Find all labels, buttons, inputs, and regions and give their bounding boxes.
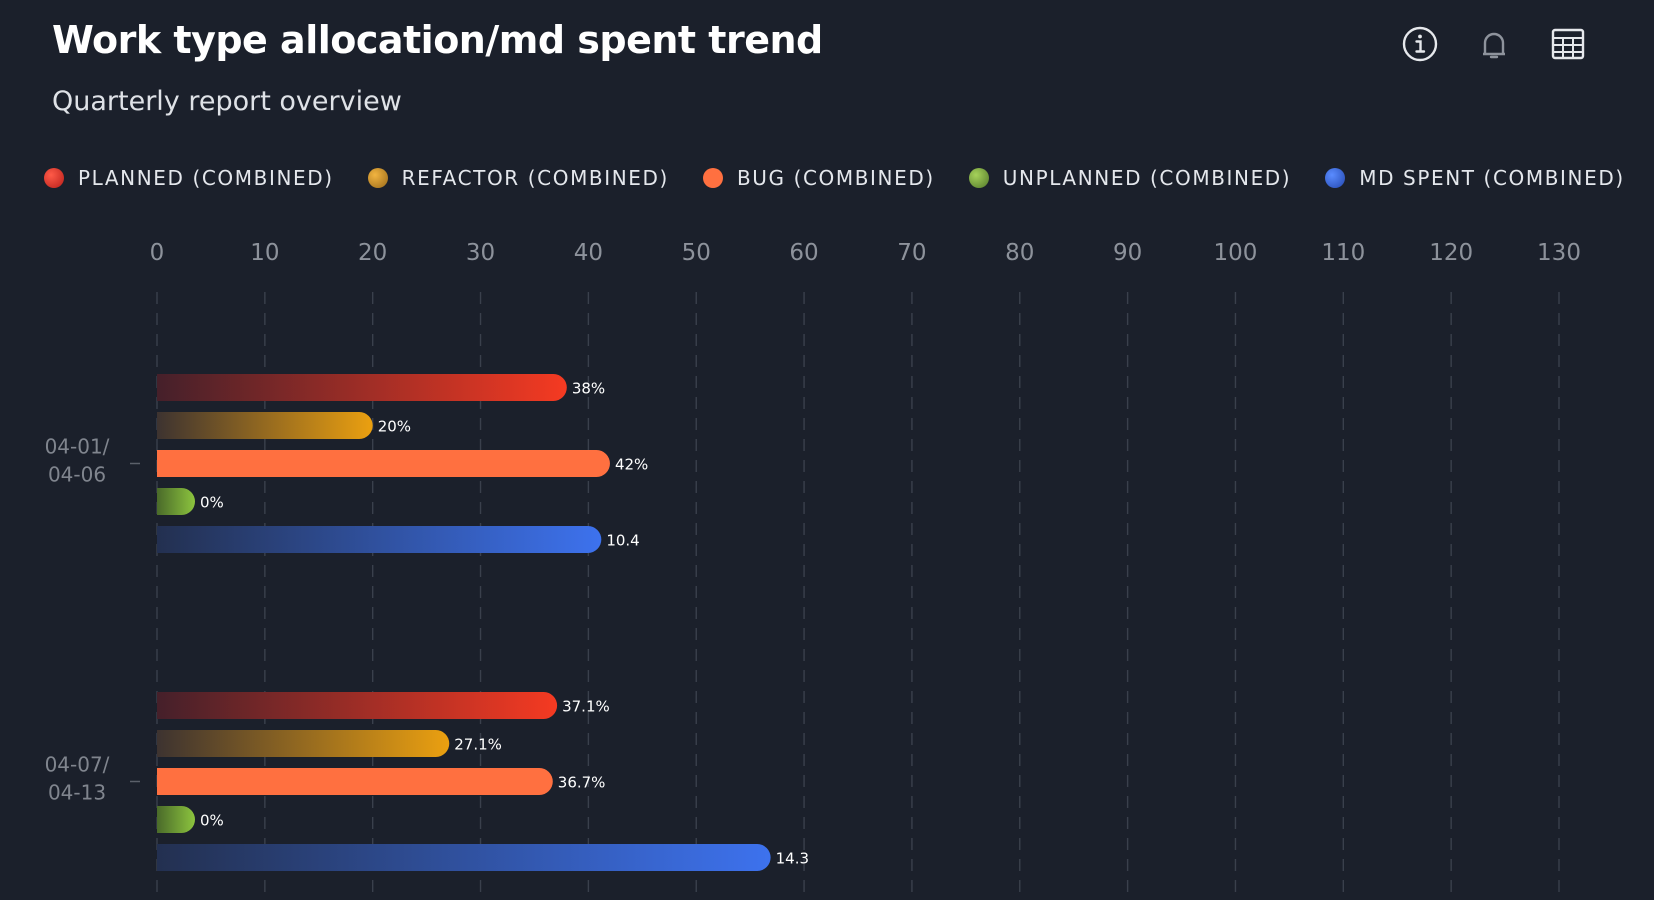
x-tick-label: 70	[897, 240, 926, 266]
bar-value-label: 36.7%	[558, 774, 606, 792]
bar[interactable]	[157, 806, 195, 833]
legend-item-bug[interactable]: BUG (COMBINED)	[702, 166, 935, 190]
legend-dot-unplanned	[968, 168, 989, 188]
legend-label: MD SPENT (COMBINED)	[1359, 166, 1625, 190]
x-tick-label: 110	[1321, 240, 1365, 266]
bar[interactable]	[157, 526, 602, 553]
x-tick-label: 30	[466, 240, 495, 266]
legend-item-planned[interactable]: PLANNED (COMBINED)	[44, 166, 334, 190]
bar-value-label: 27.1%	[454, 736, 502, 754]
bar[interactable]	[157, 692, 558, 719]
category-label: 04-01/04-06	[45, 435, 110, 487]
bar-value-label: 38%	[572, 380, 605, 398]
x-axis-ticks: 0 10 20 30 40 50 60 70 80 90 100 110 120 130	[150, 240, 1581, 266]
bars: 38% 20% 42% 0% 10.4 37.1% 27.1% 36.7% 0% 14.3	[157, 374, 809, 871]
info-icon	[1402, 26, 1438, 62]
bar-value-label: 42%	[615, 456, 648, 474]
bar[interactable]	[157, 488, 195, 515]
x-tick-label: 10	[250, 240, 279, 266]
legend-dot-md-spent	[1325, 168, 1346, 188]
bar[interactable]	[157, 374, 567, 401]
category-label: 04-07/04-13	[45, 753, 110, 805]
bar-value-label: 37.1%	[562, 698, 610, 716]
chart-legend: PLANNED (COMBINED) REFACTOR (COMBINED) B…	[44, 166, 1625, 190]
bell-icon	[1483, 32, 1505, 59]
bar-value-label: 0%	[200, 494, 224, 512]
x-tick-label: 20	[358, 240, 387, 266]
bar[interactable]	[157, 730, 450, 757]
x-tick-label: 90	[1113, 240, 1142, 266]
x-tick-label: 40	[574, 240, 603, 266]
legend-item-refactor[interactable]: REFACTOR (COMBINED)	[367, 166, 669, 190]
chart-title: Work type allocation/md spent trend	[52, 18, 823, 62]
table-icon	[1551, 28, 1585, 60]
bar[interactable]	[157, 768, 553, 795]
legend-item-unplanned[interactable]: UNPLANNED (COMBINED)	[968, 166, 1292, 190]
legend-item-md-spent[interactable]: MD SPENT (COMBINED)	[1325, 166, 1625, 190]
legend-label: UNPLANNED (COMBINED)	[1002, 166, 1292, 190]
legend-dot-bug	[702, 168, 723, 188]
x-tick-label: 50	[682, 240, 711, 266]
x-tick-label: 100	[1214, 240, 1258, 266]
chart-subtitle: Quarterly report overview	[52, 86, 402, 117]
bar[interactable]	[157, 844, 771, 871]
bar[interactable]	[157, 412, 373, 439]
bar-value-label: 14.3	[776, 850, 809, 868]
x-tick-label: 60	[789, 240, 818, 266]
chart-toolbar	[1398, 22, 1590, 66]
x-tick-label: 130	[1537, 240, 1581, 266]
bar-value-label: 0%	[200, 812, 224, 830]
legend-label: BUG (COMBINED)	[736, 166, 935, 190]
legend-dot-refactor	[367, 168, 388, 188]
legend-dot-planned	[44, 168, 64, 188]
bar-value-label: 10.4	[606, 532, 639, 550]
grid-lines	[156, 292, 1560, 900]
bar[interactable]	[157, 450, 610, 477]
info-button[interactable]	[1398, 22, 1442, 66]
legend-label: REFACTOR (COMBINED)	[401, 166, 669, 190]
table-view-button[interactable]	[1546, 22, 1590, 66]
x-tick-label: 120	[1429, 240, 1473, 266]
x-tick-label: 0	[150, 240, 165, 266]
bar-value-label: 20%	[378, 418, 411, 436]
legend-label: PLANNED (COMBINED)	[78, 166, 334, 190]
x-tick-label: 80	[1005, 240, 1034, 266]
notifications-button[interactable]	[1472, 22, 1516, 66]
category-labels: 04-01/04-06 04-07/04-13	[45, 435, 140, 805]
